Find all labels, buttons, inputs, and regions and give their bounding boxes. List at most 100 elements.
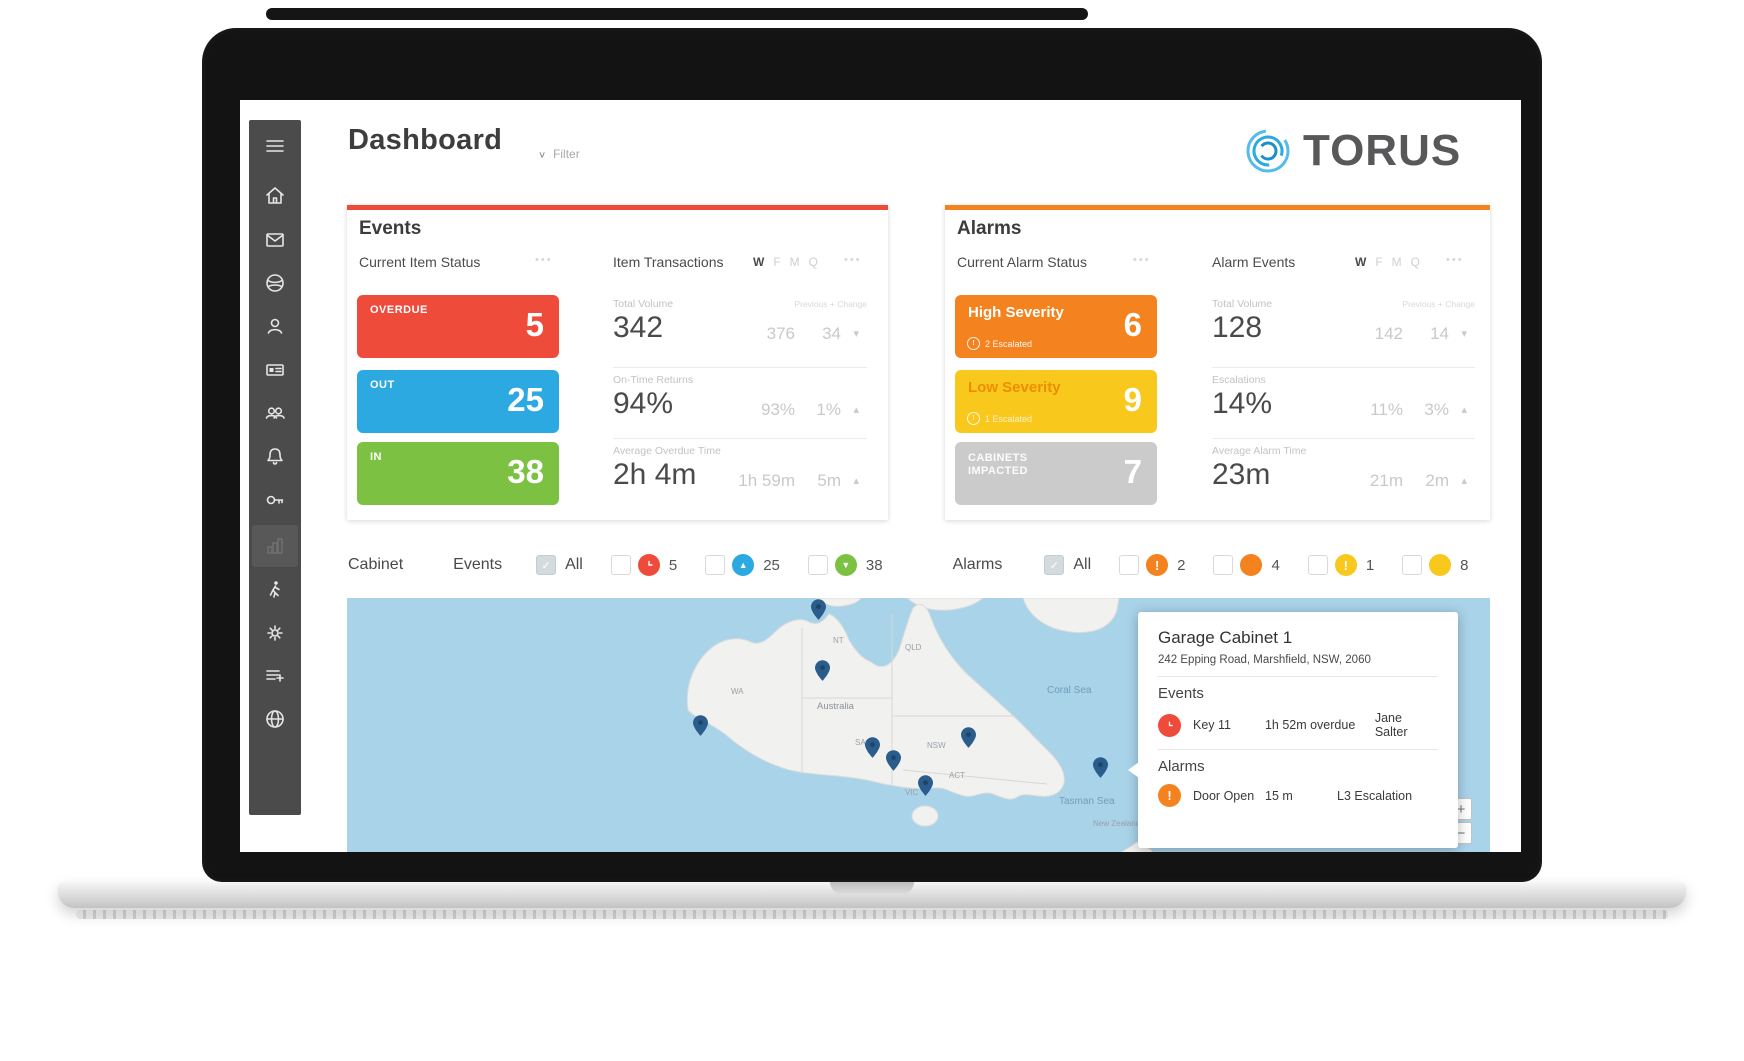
low-exclaim-checkbox[interactable] [1307, 555, 1328, 575]
settings-icon[interactable] [263, 621, 287, 645]
alarm-card-low: Low Severity 9 ! 1 Escalated [955, 370, 1157, 433]
overdue-checkbox[interactable] [610, 555, 631, 575]
tab-week[interactable]: W [1355, 255, 1367, 269]
tab-month[interactable]: M [1391, 255, 1402, 269]
exclaim-icon: ! [1334, 554, 1357, 576]
low-circle-count: 8 [1460, 556, 1469, 574]
region-act: ACT [949, 771, 965, 780]
map-pin[interactable] [865, 737, 880, 758]
out-count: 25 [763, 556, 780, 574]
stat-row: Total Volume Previous + Change 342 376 3… [613, 298, 867, 360]
exclaim-icon: ! [967, 412, 980, 425]
alarm-duration: 15 m [1265, 788, 1293, 803]
alarm-card-label: CABINETS IMPACTED [968, 452, 1028, 477]
high-exclaim-checkbox[interactable] [1119, 555, 1140, 575]
globe-icon[interactable] [263, 271, 287, 295]
map[interactable]: Coral Sea Tasman Sea Australia NT QLD WA… [347, 598, 1490, 852]
stat-label: Average Alarm Time [1212, 445, 1307, 457]
region-nsw: NSW [927, 741, 946, 750]
alarm-card-high: High Severity 6 ! 2 Escalated [955, 295, 1157, 358]
exclaim-icon: ! [967, 337, 980, 350]
overdue-count: 5 [668, 556, 678, 574]
map-pin[interactable] [811, 599, 826, 620]
popup-event-row: Key 11 1h 52m overdue Jane Salter [1158, 711, 1438, 739]
alarm-card-label: Low Severity [968, 379, 1061, 396]
alarms-filter-label: Alarms [952, 556, 1003, 573]
playlist-add-icon[interactable] [263, 664, 287, 688]
overflow-menu-icon[interactable]: ••• [535, 254, 553, 266]
cabinet-icon[interactable] [263, 358, 287, 382]
app-screen: Dashboard ∨ Filter TORUS Events Current … [240, 100, 1521, 852]
prev-change-label: Previous + Change [1402, 299, 1475, 309]
tab-week[interactable]: W [753, 255, 765, 269]
stat-row: Average Alarm Time 23m 21m 2m ▴ [1212, 445, 1475, 507]
high-exclaim-count: 2 [1177, 556, 1186, 574]
all-label: All [1073, 556, 1092, 573]
australia-label: Australia [817, 701, 855, 712]
region-nt: NT [833, 636, 844, 645]
region-qld: QLD [905, 643, 922, 652]
overflow-menu-icon[interactable]: ••• [1446, 254, 1464, 266]
in-count: 38 [865, 556, 883, 574]
filter-label: Filter [553, 147, 580, 161]
current-item-status-title: Current Item Status [359, 254, 481, 270]
alarms-all-checkbox[interactable]: ✓ [1044, 555, 1065, 575]
stat-value: 14% [1212, 387, 1273, 420]
overflow-menu-icon[interactable]: ••• [844, 254, 862, 266]
high-circle-count: 4 [1271, 556, 1280, 574]
map-pin[interactable] [693, 715, 708, 736]
brand-logo: TORUS [1243, 126, 1461, 176]
mail-icon[interactable] [263, 228, 287, 252]
reports-icon[interactable] [252, 525, 298, 567]
world-icon[interactable] [263, 707, 287, 731]
filter-dropdown[interactable]: ∨ Filter [538, 147, 580, 161]
user-icon[interactable] [263, 314, 287, 338]
stat-change: 1% [816, 400, 841, 419]
stat-row: Total Volume Previous + Change 128 142 1… [1212, 298, 1475, 360]
region-sa: SA [855, 738, 866, 747]
torus-logo-icon [1246, 129, 1290, 173]
alarm-card-label: High Severity [968, 304, 1064, 321]
map-pin[interactable] [886, 750, 901, 771]
laptop-notch [830, 882, 914, 894]
stat-row: Average Overdue Time 2h 4m 1h 59m 5m ▴ [613, 445, 867, 507]
stat-value: 342 [613, 311, 664, 344]
alarm-card-cabinets: CABINETS IMPACTED 7 [955, 442, 1157, 505]
map-filter-bar: Cabinet Events ✓ All 5 ▲ 25 ▼ 38 Alarms … [348, 552, 1469, 578]
stat-value: 128 [1212, 311, 1263, 344]
status-card-overdue: OVERDUE 5 [357, 295, 559, 358]
map-pin[interactable] [815, 660, 830, 681]
bell-icon[interactable] [263, 445, 287, 469]
map-pin[interactable] [1093, 757, 1108, 778]
overflow-menu-icon[interactable]: ••• [1133, 254, 1151, 266]
status-card-label: OVERDUE [370, 304, 428, 316]
tab-fortnight[interactable]: F [1375, 255, 1383, 269]
menu-icon[interactable] [263, 134, 287, 158]
stat-previous: 11% [1370, 400, 1403, 419]
stat-change: 34 [822, 324, 841, 343]
tab-quarter[interactable]: Q [808, 255, 819, 269]
exclaim-icon: ! [1146, 554, 1169, 576]
tab-month[interactable]: M [789, 255, 800, 269]
events-all-checkbox[interactable]: ✓ [536, 555, 557, 575]
team-icon[interactable] [263, 401, 287, 425]
cabinet-popup: Garage Cabinet 1 242 Epping Road, Marshf… [1128, 612, 1458, 848]
map-pin[interactable] [961, 727, 976, 748]
home-icon[interactable] [263, 184, 287, 208]
map-pin[interactable] [918, 775, 933, 796]
popup-alarm-row: ! Door Open 15 m L3 Escalation [1158, 784, 1438, 807]
alarms-panel: Alarms Current Alarm Status ••• High Sev… [945, 205, 1490, 520]
tab-quarter[interactable]: Q [1410, 255, 1421, 269]
alarms-panel-title: Alarms [957, 218, 1022, 239]
event-name: Key 11 [1193, 718, 1231, 732]
activity-icon[interactable] [263, 578, 287, 602]
divider [1158, 676, 1438, 677]
triangle-down-icon: ▼ [834, 554, 857, 576]
tab-fortnight[interactable]: F [773, 255, 781, 269]
low-circle-checkbox[interactable] [1402, 555, 1423, 575]
key-icon[interactable] [263, 488, 287, 512]
out-checkbox[interactable] [705, 555, 726, 575]
high-circle-checkbox[interactable] [1213, 555, 1234, 575]
in-checkbox[interactable] [807, 555, 828, 575]
trend-up-icon: ▴ [853, 404, 859, 416]
